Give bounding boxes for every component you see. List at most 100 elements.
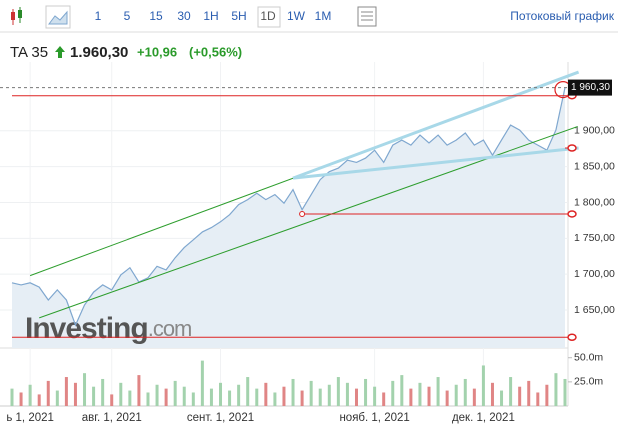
- price-line: [11, 87, 566, 327]
- volume-tick-label: 50.0m: [574, 352, 603, 364]
- selected-interval-box: [257, 6, 281, 28]
- volume-bar: [128, 390, 132, 406]
- volume-bar: [554, 373, 558, 406]
- line-handle: [299, 210, 306, 217]
- volume-bar: [191, 392, 195, 406]
- volume-bar: [436, 377, 440, 406]
- volume-bar: [509, 377, 513, 406]
- volume-bar: [83, 373, 87, 406]
- volume-bar: [246, 377, 250, 406]
- volume-bar: [445, 390, 449, 406]
- volume-bar: [291, 378, 295, 406]
- volume-bar: [518, 386, 522, 406]
- volume-bar: [345, 382, 349, 406]
- volume-bar: [137, 375, 141, 406]
- logo: Investing.com: [25, 312, 191, 345]
- volume-bar: [373, 386, 377, 406]
- stream-icon[interactable]: [357, 6, 377, 27]
- volume-bar: [418, 382, 422, 406]
- volume-bar: [209, 388, 213, 406]
- volume-bar: [73, 382, 77, 406]
- volume-bar: [10, 388, 14, 406]
- price-label-box: [568, 79, 612, 96]
- volume-bar: [300, 390, 304, 406]
- x-tick-label: авг. 1, 2021: [82, 412, 142, 424]
- volume-bar: [200, 360, 204, 406]
- volume-bar: [354, 388, 358, 406]
- volume-bar: [536, 392, 540, 406]
- interval-button[interactable]: 5H: [231, 9, 246, 23]
- volume-bar: [173, 380, 177, 406]
- volume-bar: [46, 380, 50, 406]
- interval-button[interactable]: 1M: [315, 9, 332, 23]
- interval-button[interactable]: 15: [149, 9, 163, 23]
- volume-bar: [228, 390, 232, 406]
- volume-bar: [481, 365, 485, 406]
- volume-bar: [527, 380, 531, 406]
- y-tick-label: 1 850,00: [574, 160, 615, 172]
- volume-bar: [336, 377, 340, 406]
- x-tick-label: дек. 1, 2021: [452, 412, 515, 424]
- volume-bar: [273, 392, 277, 406]
- volume-bar: [264, 382, 268, 406]
- volume-bar: [391, 380, 395, 406]
- trendline: [292, 70, 580, 180]
- logo-main: Investing: [25, 312, 148, 345]
- interval-button[interactable]: 1: [95, 9, 102, 23]
- stream-link[interactable]: Потоковый график: [510, 9, 614, 23]
- volume-bar: [219, 382, 223, 406]
- volume-bar: [545, 384, 549, 406]
- y-tick-label: 1 900,00: [574, 125, 615, 137]
- volume-bar: [500, 390, 504, 406]
- volume-bar: [164, 388, 168, 406]
- volume-bar: [28, 384, 32, 406]
- volume-bar: [382, 392, 386, 406]
- toolbar: [0, 0, 618, 32]
- volume-bar: [37, 394, 41, 406]
- volume-bar: [282, 386, 286, 406]
- price-label: 1 960,30: [571, 82, 610, 93]
- volume-bar: [490, 382, 494, 406]
- x-tick-label: сент. 1, 2021: [187, 412, 254, 424]
- instrument-name: TA 35: [10, 44, 48, 61]
- volume-bar: [64, 377, 68, 406]
- volume-bar: [563, 378, 567, 406]
- trendline: [292, 146, 579, 180]
- volume-bar: [92, 386, 96, 406]
- volume-bar: [119, 382, 123, 406]
- volume-bar: [409, 388, 413, 406]
- volume-bar: [55, 390, 59, 406]
- volume-bar: [255, 388, 259, 406]
- interval-button[interactable]: 30: [177, 9, 191, 23]
- volume-bar: [155, 384, 159, 406]
- volume-bar: [237, 384, 241, 406]
- volume-bar: [364, 378, 368, 406]
- interval-button[interactable]: 1D: [260, 9, 276, 23]
- x-tick-label: ь 1, 2021: [6, 412, 54, 424]
- line-handle: [567, 210, 577, 218]
- area-icon[interactable]: [45, 5, 71, 29]
- interval-button[interactable]: 1W: [287, 9, 306, 23]
- volume-tick-label: 25.0m: [574, 376, 603, 388]
- logo-suffix: .com: [148, 316, 192, 341]
- price: 1.960,30: [70, 44, 128, 61]
- volume-bar: [427, 386, 431, 406]
- interval-button[interactable]: 5: [124, 9, 131, 23]
- x-tick-label: нояб. 1, 2021: [339, 412, 409, 424]
- volume-bar: [146, 392, 150, 406]
- volume-bar: [327, 384, 331, 406]
- volume-bar: [463, 378, 467, 406]
- change-percent: (+0,56%): [189, 44, 242, 59]
- interval-button[interactable]: 1H: [203, 9, 218, 23]
- y-tick-label: 1 700,00: [574, 268, 615, 280]
- volume-bar: [309, 380, 313, 406]
- candle-icon[interactable]: [11, 7, 22, 25]
- volume-bar: [318, 388, 322, 406]
- line-handle: [567, 144, 577, 152]
- volume-bar: [182, 386, 186, 406]
- volume-bar: [454, 384, 458, 406]
- price-area: [12, 87, 565, 348]
- volume-bar: [400, 375, 404, 406]
